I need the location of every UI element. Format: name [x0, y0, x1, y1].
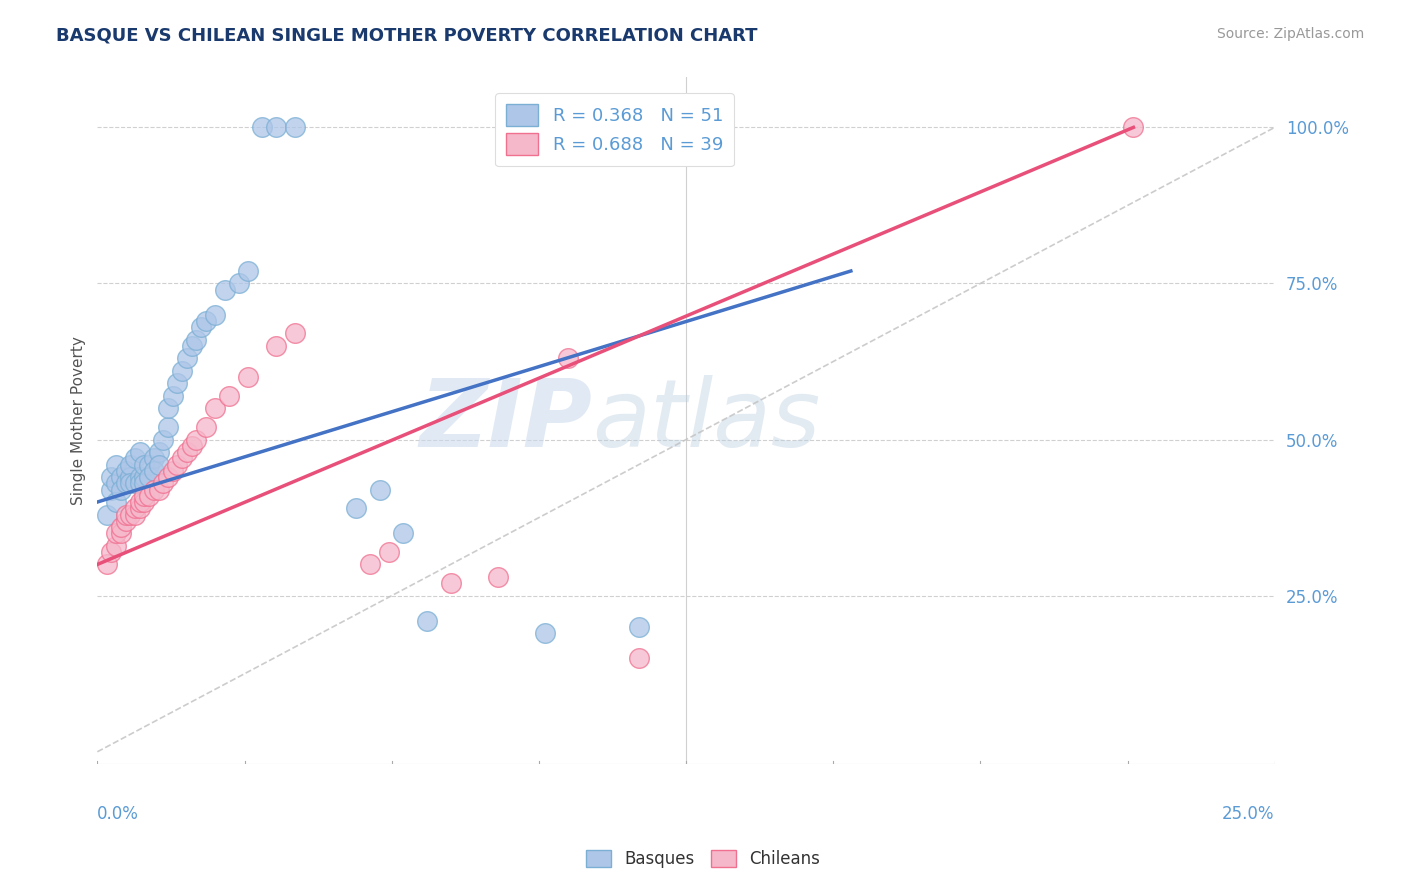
Point	[110, 520, 132, 534]
Point	[180, 439, 202, 453]
Point	[172, 451, 194, 466]
Point	[96, 508, 118, 522]
Point	[134, 495, 156, 509]
Legend: R = 0.368   N = 51, R = 0.688   N = 39: R = 0.368 N = 51, R = 0.688 N = 39	[495, 94, 734, 166]
Point	[124, 451, 146, 466]
Point	[114, 514, 136, 528]
Point	[172, 364, 194, 378]
Point	[228, 277, 250, 291]
Point	[176, 445, 198, 459]
Point	[166, 458, 188, 472]
Text: atlas: atlas	[592, 376, 820, 467]
Point	[378, 545, 401, 559]
Point	[105, 458, 128, 472]
Point	[114, 464, 136, 478]
Point	[557, 351, 579, 366]
Point	[218, 389, 240, 403]
Point	[166, 376, 188, 391]
Point	[439, 576, 461, 591]
Point	[152, 433, 174, 447]
Point	[156, 470, 179, 484]
Point	[105, 526, 128, 541]
Point	[250, 120, 273, 135]
Point	[124, 508, 146, 522]
Point	[627, 620, 650, 634]
Point	[128, 470, 150, 484]
Point	[1122, 120, 1144, 135]
Point	[486, 570, 509, 584]
Point	[105, 539, 128, 553]
Point	[96, 558, 118, 572]
Point	[148, 445, 170, 459]
Point	[162, 389, 184, 403]
Point	[142, 483, 165, 497]
Point	[114, 476, 136, 491]
Point	[100, 545, 122, 559]
Point	[128, 495, 150, 509]
Point	[128, 445, 150, 459]
Point	[162, 464, 184, 478]
Point	[392, 526, 415, 541]
Point	[214, 283, 236, 297]
Point	[194, 420, 217, 434]
Point	[138, 458, 160, 472]
Point	[190, 320, 212, 334]
Point	[134, 470, 156, 484]
Point	[236, 370, 259, 384]
Y-axis label: Single Mother Poverty: Single Mother Poverty	[72, 336, 86, 505]
Point	[114, 508, 136, 522]
Point	[142, 451, 165, 466]
Point	[128, 476, 150, 491]
Point	[138, 489, 160, 503]
Point	[138, 470, 160, 484]
Text: Source: ZipAtlas.com: Source: ZipAtlas.com	[1216, 27, 1364, 41]
Point	[266, 120, 288, 135]
Legend: Basques, Chileans: Basques, Chileans	[579, 843, 827, 875]
Text: BASQUE VS CHILEAN SINGLE MOTHER POVERTY CORRELATION CHART: BASQUE VS CHILEAN SINGLE MOTHER POVERTY …	[56, 27, 758, 45]
Point	[627, 651, 650, 665]
Point	[105, 495, 128, 509]
Point	[134, 458, 156, 472]
Point	[204, 401, 226, 416]
Point	[204, 308, 226, 322]
Point	[194, 314, 217, 328]
Point	[284, 120, 307, 135]
Point	[368, 483, 391, 497]
Point	[344, 501, 367, 516]
Point	[120, 458, 142, 472]
Point	[124, 501, 146, 516]
Point	[110, 526, 132, 541]
Text: ZIP: ZIP	[419, 375, 592, 467]
Point	[100, 483, 122, 497]
Point	[186, 433, 208, 447]
Point	[120, 476, 142, 491]
Point	[152, 476, 174, 491]
Point	[148, 483, 170, 497]
Point	[120, 508, 142, 522]
Point	[533, 626, 555, 640]
Point	[284, 326, 307, 341]
Point	[110, 483, 132, 497]
Point	[180, 339, 202, 353]
Point	[156, 401, 179, 416]
Point	[100, 470, 122, 484]
Point	[176, 351, 198, 366]
Point	[120, 470, 142, 484]
Point	[360, 558, 382, 572]
Point	[128, 501, 150, 516]
Point	[134, 489, 156, 503]
Point	[186, 333, 208, 347]
Point	[236, 264, 259, 278]
Point	[416, 614, 439, 628]
Point	[124, 476, 146, 491]
Point	[148, 458, 170, 472]
Text: 0.0%: 0.0%	[97, 805, 139, 823]
Point	[266, 339, 288, 353]
Point	[142, 464, 165, 478]
Point	[156, 420, 179, 434]
Point	[134, 476, 156, 491]
Text: 25.0%: 25.0%	[1222, 805, 1275, 823]
Point	[105, 476, 128, 491]
Point	[110, 470, 132, 484]
